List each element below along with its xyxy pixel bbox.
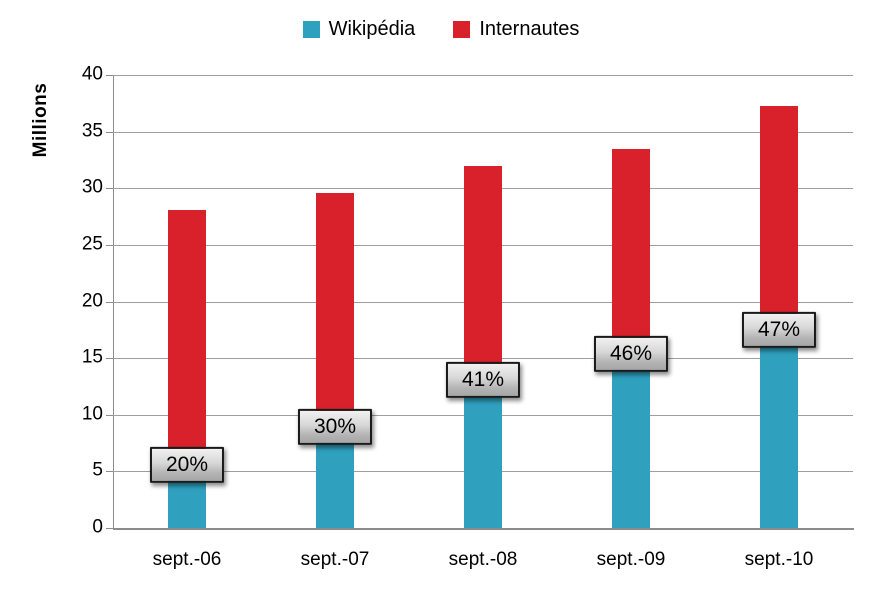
x-axis-label: sept.-06 [152,549,222,570]
y-axis-tick-label: 5 [92,459,103,481]
wikipedia-bar [760,329,798,528]
y-axis-title: Millions [30,82,51,158]
data-label: 46% [593,335,669,372]
y-axis-tick [106,414,113,416]
legend: Wikipédia Internautes [0,18,882,41]
x-axis-label: sept.-07 [300,549,370,570]
y-axis-tick-label: 35 [81,120,103,142]
y-axis-tick-label: 15 [81,346,103,368]
y-axis-tick-label: 0 [92,516,103,538]
x-axis-label: sept.-09 [596,549,666,570]
y-axis-tick [106,471,113,473]
y-axis-tick [106,358,113,360]
y-axis-tick-label: 10 [81,403,103,425]
data-label: 20% [149,446,225,483]
legend-item-internautes: Internautes [453,18,579,41]
wikipedia-bar [464,379,502,528]
y-axis-tick-label: 40 [81,63,103,85]
wikipedia-bar [612,353,650,528]
y-axis-tick [106,75,113,76]
y-axis-tick-label: 30 [81,176,103,198]
legend-label-internautes: Internautes [479,18,580,40]
y-axis-tick-label: 20 [81,290,103,312]
legend-label-wikipedia: Wikipédia [328,18,416,40]
data-label: 47% [741,311,817,348]
plot-area [113,75,854,530]
legend-swatch-internautes-icon [453,21,471,38]
gridline [113,131,853,133]
y-axis-tick [106,528,113,529]
y-axis-tick [106,244,113,246]
data-label: 30% [297,409,373,446]
x-axis-label: sept.-10 [744,549,814,570]
y-axis-tick-label: 25 [81,233,103,255]
gridline [113,75,853,76]
y-axis-tick [106,188,113,190]
y-axis-tick [106,301,113,303]
legend-item-wikipedia: Wikipédia [302,18,416,41]
x-axis-label: sept.-08 [448,549,518,570]
y-axis-tick [106,131,113,133]
data-label: 41% [445,361,521,398]
legend-swatch-wikipedia-icon [302,21,320,38]
